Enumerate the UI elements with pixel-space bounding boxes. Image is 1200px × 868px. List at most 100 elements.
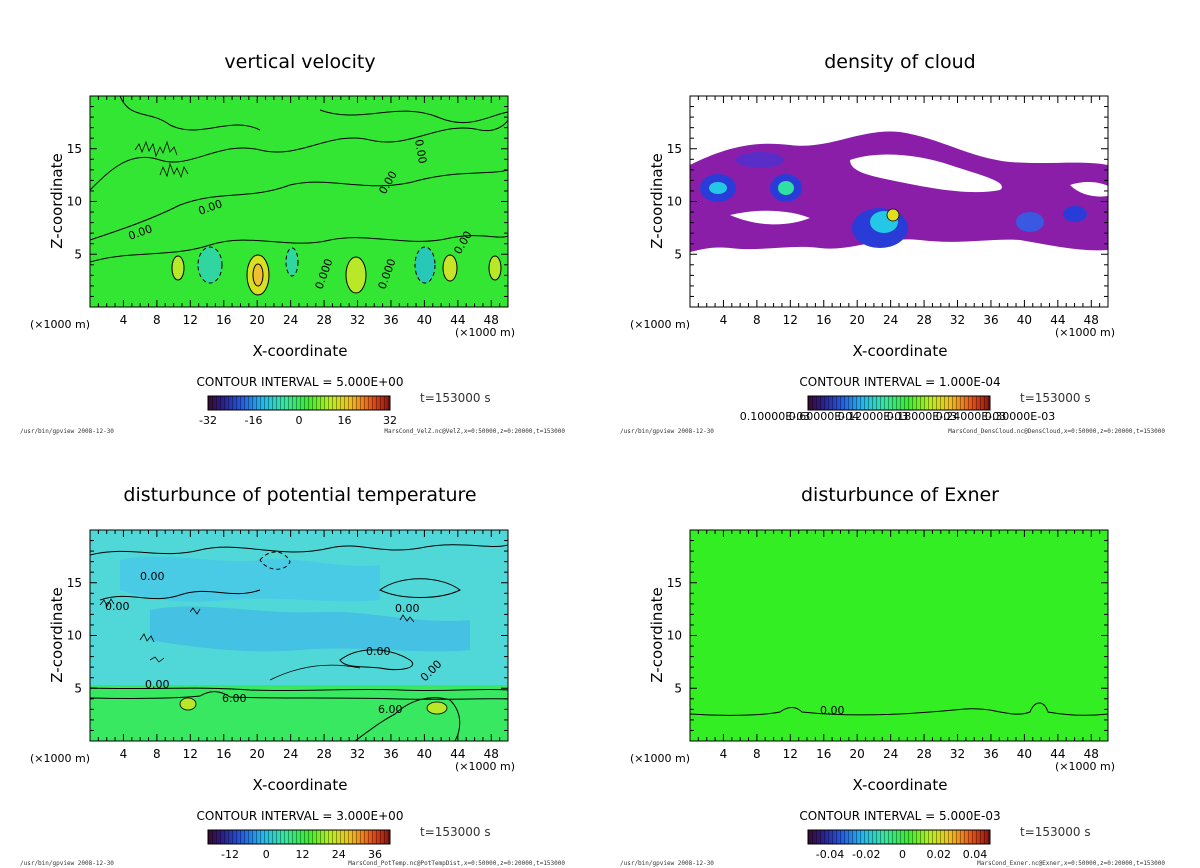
field-exner: 0.00 [690,530,1108,741]
contour-label: 6.00 [222,692,247,705]
colorbar-labels: 0.10000E-030.60000E-040.12000E-030.18000… [740,410,1055,423]
panel-density-of-cloud: density of cloud 4 8 12 16 20 24 28 32 36 40 44 485… [620,51,1165,435]
field-pottemp: 0.00 0.00 0.00 0.00 0.00 6.00 6.00 0.00 [90,530,508,741]
time-label: t=153000 s [420,391,491,405]
contour-line [99,589,261,601]
contour-line [90,544,508,556]
x-tick-label: 44 [1050,313,1065,327]
x-tick-label: 24 [883,313,898,327]
contour-label: 0.00 [395,602,420,615]
y-tick-label: 5 [74,681,82,695]
x-tick-label: 4 [720,747,728,761]
y-axis-label: Z-coordinate [648,587,666,682]
x-tick-label: 40 [1017,313,1032,327]
contour-line [379,578,461,598]
x-unit-left: (×1000 m) [630,318,690,331]
y-tick-label: 5 [74,247,82,261]
colorbar-label: 0 [296,414,303,427]
x-tick-label: 20 [850,313,865,327]
field-band [90,530,508,685]
cloud-max [886,208,900,222]
y-tick-label: 10 [667,195,682,209]
time-label: t=153000 s [420,825,491,839]
colorbar-lines [808,830,990,844]
y-tick-label: 15 [667,142,682,156]
footer-right: MarsCond_Exner.nc@Exner,x=0:50000,z=0:20… [977,860,1165,867]
colorbar-label: 0.18000E-03 [887,410,957,423]
x-tick-label: 36 [983,313,998,327]
colorbar-lines [208,396,390,410]
cloud-max [736,152,784,168]
x-tick-label: 44 [1050,747,1065,761]
y-tick-label: 5 [674,247,682,261]
colorbar-label: -0.04 [816,848,844,861]
downdraft-core [285,247,299,277]
colorbar-label: 0 [263,848,270,861]
x-tick-label: 48 [484,313,499,327]
x-tick-label: 32 [350,313,365,327]
contour-label: 0.00 [412,138,429,164]
updraft-core [345,256,367,294]
colorbar-labels: -12 0 12 24 36 [221,848,382,861]
footer-left: /usr/bin/gpview 2008-12-30 [20,860,114,867]
x-tick-label: 36 [983,747,998,761]
x-tick-label: 24 [883,747,898,761]
x-tick-label: 4 [120,747,128,761]
contour-label: 0.00 [140,570,165,583]
contour-label: 0.00 [820,704,845,717]
x-unit-right: (×1000 m) [455,326,515,339]
panel-vertical-velocity: vertical velocity 0.00 0.00 0.00 0.00 0.… [20,51,565,435]
x-tick-label: 28 [316,313,331,327]
field-background [690,530,1108,741]
colorbar-frame [207,829,391,845]
colorbar-frame [807,829,991,845]
cloud-gap [730,210,810,225]
x-axis-label: X-coordinate [853,342,948,360]
y-axis-label: Z-coordinate [48,587,66,682]
colorbar-label: 0.04 [963,848,988,861]
y-axis-label: Z-coordinate [648,153,666,248]
x-tick-label: 8 [153,747,161,761]
contour-line [90,119,508,191]
contour-interval: CONTOUR INTERVAL = 5.000E+00 [197,375,404,389]
warm-blob [426,701,448,715]
updraft-core [442,254,458,282]
y-tick-label: 10 [667,629,682,643]
colorbar-label: 0.12000E-03 [838,410,908,423]
panel-title: density of cloud [824,51,976,73]
colorbar-label: -12 [221,848,239,861]
turbulent-contours [134,140,189,179]
contour-line [90,691,508,700]
time-label: t=153000 s [1020,825,1091,839]
colorbar-label: 0.02 [927,848,952,861]
x-axis-label: X-coordinate [253,776,348,794]
warm-blob [179,697,197,711]
x-tick-label: 8 [753,747,761,761]
colorbar-labels: -0.04 -0.02 0 0.02 0.04 [816,848,987,861]
y-tick-label: 15 [67,576,82,590]
colorbar-label: 0.60000E-04 [789,410,859,423]
cloud-max [778,181,794,195]
contour-label: 0.00 [366,645,391,658]
contour-interval: CONTOUR INTERVAL = 5.000E-03 [799,809,1000,823]
x-unit-left: (×1000 m) [30,318,90,331]
colorbar-label: 0.24000E-03 [936,410,1006,423]
x-unit-left: (×1000 m) [630,752,690,765]
x-tick-label: 20 [850,747,865,761]
contour-label: 0.00 [145,678,170,691]
colorbar-labels: -32 -16 0 16 32 [199,414,397,427]
x-tick-label: 32 [950,313,965,327]
x-tick-label: 40 [417,313,432,327]
contour-line [90,687,508,692]
panel-title: disturbunce of potential temperature [123,484,476,506]
updraft-core [488,255,502,281]
x-tick-label: 28 [316,747,331,761]
contour-label: 0.00 [105,600,130,613]
colorbar-label: -32 [199,414,217,427]
colorbar-lines [208,830,390,844]
field-velz: 0.00 0.00 0.00 0.00 0.000 0.000 0.00 [90,96,508,307]
colorbar-label: 36 [368,848,382,861]
x-tick-label: 12 [783,747,798,761]
